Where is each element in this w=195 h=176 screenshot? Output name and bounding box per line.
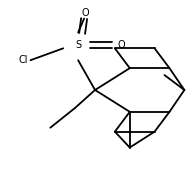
Text: O: O xyxy=(118,40,125,50)
Text: O: O xyxy=(81,8,89,18)
Text: Cl: Cl xyxy=(19,55,28,65)
Text: S: S xyxy=(75,40,81,50)
